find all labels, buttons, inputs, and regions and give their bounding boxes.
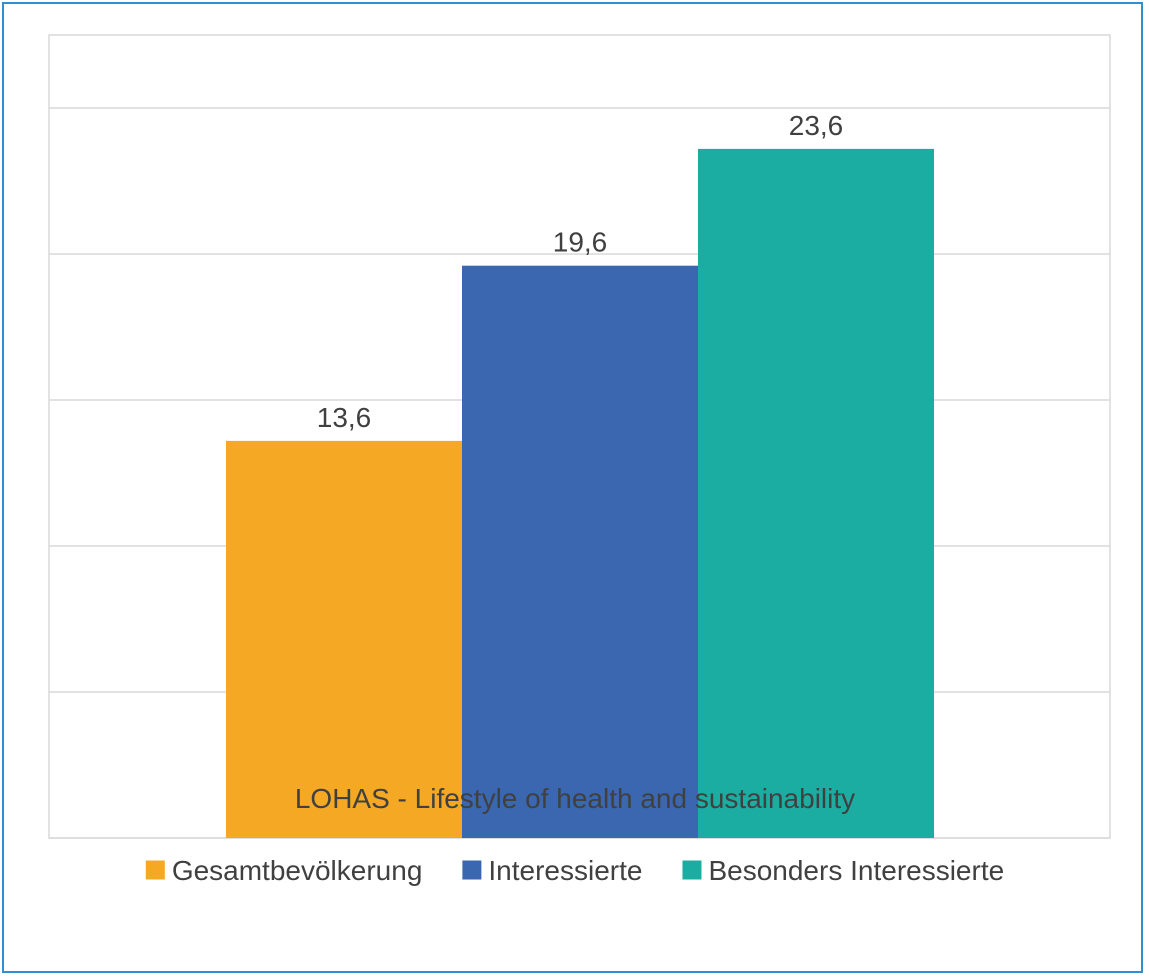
bar-besonders-interessierte xyxy=(698,148,934,838)
data-label: 19,6 xyxy=(553,227,608,258)
data-label: 23,6 xyxy=(789,110,844,141)
legend-label: Gesamtbevölkerung xyxy=(172,855,423,886)
legend-swatch xyxy=(145,860,165,880)
legend-item: Interessierte xyxy=(462,855,642,886)
bar-interessierte xyxy=(462,265,698,838)
legend: Gesamtbevölkerung Interessierte Besonders … xyxy=(145,855,1004,886)
legend-swatch xyxy=(462,860,482,880)
legend-swatch xyxy=(682,860,702,880)
legend-item: Besonders Interessierte xyxy=(682,855,1004,886)
data-label: 13,6 xyxy=(317,402,372,433)
legend-item: Gesamtbevölkerung xyxy=(145,855,423,886)
bar-gesamtbev-lkerung xyxy=(226,440,462,838)
category-label: LOHAS - Lifestyle of health and sustaina… xyxy=(295,783,855,814)
legend-label: Besonders Interessierte xyxy=(708,855,1004,886)
data-labels: 13,6 19,6 23,6 xyxy=(317,110,844,433)
legend-label: Interessierte xyxy=(488,855,642,886)
bars xyxy=(226,148,934,838)
